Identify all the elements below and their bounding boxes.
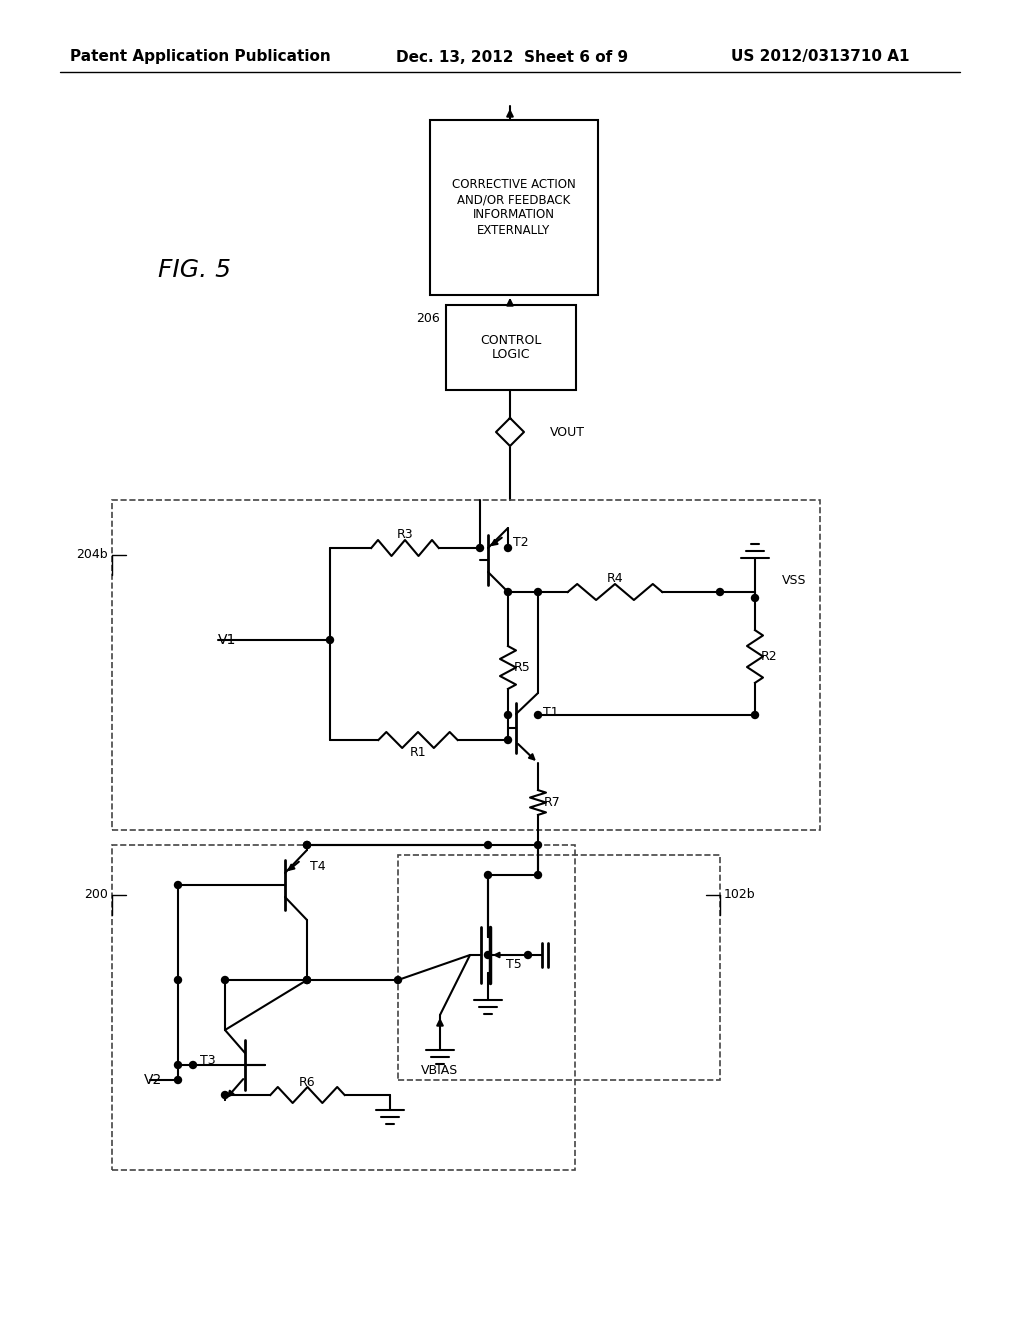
Text: Dec. 13, 2012  Sheet 6 of 9: Dec. 13, 2012 Sheet 6 of 9 bbox=[396, 49, 628, 65]
Text: V1: V1 bbox=[218, 634, 237, 647]
Text: 206: 206 bbox=[416, 312, 440, 325]
Text: T2: T2 bbox=[513, 536, 528, 549]
Circle shape bbox=[717, 589, 724, 595]
Text: CORRECTIVE ACTION
AND/OR FEEDBACK
INFORMATION
EXTERNALLY: CORRECTIVE ACTION AND/OR FEEDBACK INFORM… bbox=[453, 178, 575, 236]
Circle shape bbox=[524, 952, 531, 958]
Circle shape bbox=[174, 1077, 181, 1084]
Circle shape bbox=[189, 1061, 197, 1068]
Circle shape bbox=[752, 711, 759, 718]
Circle shape bbox=[535, 711, 542, 718]
Text: US 2012/0313710 A1: US 2012/0313710 A1 bbox=[731, 49, 909, 65]
Circle shape bbox=[752, 594, 759, 602]
Text: VSS: VSS bbox=[782, 573, 807, 586]
Circle shape bbox=[174, 977, 181, 983]
Circle shape bbox=[303, 977, 310, 983]
Text: R3: R3 bbox=[396, 528, 414, 541]
Circle shape bbox=[327, 636, 334, 644]
Circle shape bbox=[476, 544, 483, 552]
Circle shape bbox=[535, 871, 542, 879]
Text: VBIAS: VBIAS bbox=[421, 1064, 459, 1077]
Circle shape bbox=[505, 737, 512, 743]
Text: T4: T4 bbox=[310, 861, 326, 874]
Text: R4: R4 bbox=[606, 573, 624, 586]
Text: 204b: 204b bbox=[77, 549, 108, 561]
Text: R2: R2 bbox=[761, 649, 777, 663]
Circle shape bbox=[303, 977, 310, 983]
Text: T1: T1 bbox=[543, 706, 559, 719]
Circle shape bbox=[221, 977, 228, 983]
Circle shape bbox=[303, 842, 310, 849]
Circle shape bbox=[535, 842, 542, 849]
Circle shape bbox=[484, 952, 492, 958]
Text: 102b: 102b bbox=[724, 888, 756, 902]
Text: R6: R6 bbox=[299, 1076, 315, 1089]
Circle shape bbox=[394, 977, 401, 983]
Text: FIG. 5: FIG. 5 bbox=[159, 257, 231, 282]
Polygon shape bbox=[496, 418, 524, 446]
Circle shape bbox=[221, 1092, 228, 1098]
Text: CONTROL
LOGIC: CONTROL LOGIC bbox=[480, 334, 542, 362]
Circle shape bbox=[484, 842, 492, 849]
Circle shape bbox=[535, 589, 542, 595]
Bar bbox=[398, 855, 720, 1080]
Text: T5: T5 bbox=[506, 958, 522, 972]
Text: R7: R7 bbox=[544, 796, 560, 809]
Text: 200: 200 bbox=[84, 888, 108, 902]
Circle shape bbox=[174, 882, 181, 888]
Circle shape bbox=[505, 544, 512, 552]
Text: R1: R1 bbox=[410, 747, 426, 759]
Circle shape bbox=[484, 871, 492, 879]
Circle shape bbox=[174, 1061, 181, 1068]
Circle shape bbox=[505, 589, 512, 595]
Bar bbox=[446, 305, 575, 389]
Text: VOUT: VOUT bbox=[550, 425, 585, 438]
Bar bbox=[430, 120, 598, 294]
Circle shape bbox=[505, 711, 512, 718]
Text: T3: T3 bbox=[200, 1053, 216, 1067]
Bar bbox=[112, 845, 575, 1170]
Bar bbox=[112, 500, 820, 830]
Text: V2: V2 bbox=[143, 1073, 162, 1086]
Text: R5: R5 bbox=[514, 661, 530, 675]
Text: Patent Application Publication: Patent Application Publication bbox=[70, 49, 331, 65]
Circle shape bbox=[303, 842, 310, 849]
